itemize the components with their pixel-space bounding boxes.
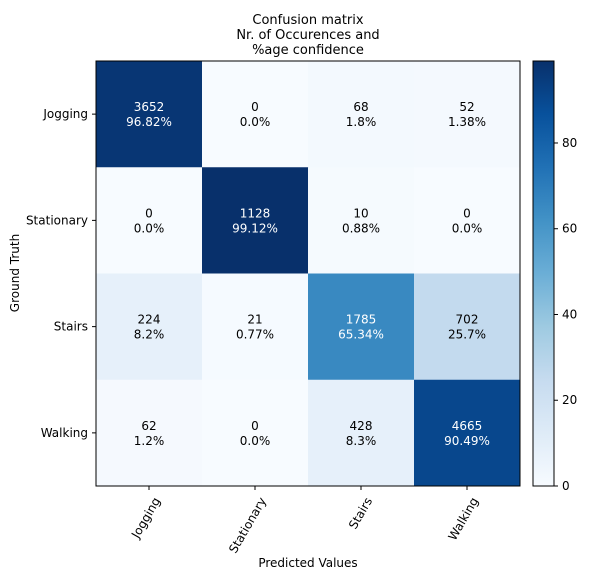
cell-count-label: 62 (141, 419, 156, 433)
heatmap-cell (414, 61, 521, 168)
colorbar (532, 60, 555, 487)
heatmap-cell (308, 167, 415, 274)
y-axis-label: Ground Truth (8, 234, 22, 312)
heatmap-cell (308, 273, 415, 381)
cell-percent-label: 0.0% (240, 434, 271, 448)
colorbar-tick-label: 60 (562, 222, 577, 236)
cell-count-label: 21 (247, 313, 262, 327)
heatmap-cell (96, 379, 203, 487)
cell-percent-label: 65.34% (338, 328, 384, 342)
cell-count-label: 428 (350, 419, 373, 433)
cell-count-label: 0 (145, 206, 153, 220)
cell-count-label: 702 (456, 313, 479, 327)
heatmap-cell (308, 379, 415, 487)
heatmap-cell (414, 379, 521, 487)
colorbar-tick-label: 40 (562, 307, 577, 321)
cell-count-label: 0 (251, 100, 259, 114)
x-axis-ticks: Jogging Stationary Stairs Walking (128, 486, 481, 556)
cell-percent-label: 0.0% (452, 221, 483, 235)
cell-percent-label: 0.88% (342, 221, 380, 235)
heatmap-cell (96, 273, 203, 381)
heatmap-cell (202, 273, 309, 381)
cell-count-label: 224 (138, 313, 161, 327)
heatmap-cell (308, 61, 415, 168)
colorbar-tick-label: 0 (562, 479, 570, 493)
x-tick-label: Walking (445, 495, 481, 543)
cell-percent-label: 1.8% (346, 115, 377, 129)
cell-percent-label: 1.2% (134, 434, 165, 448)
plot-frame (95, 60, 521, 487)
y-axis-ticks: Jogging Stationary Stairs Walking (26, 107, 96, 440)
cell-percent-label: 8.3% (346, 434, 377, 448)
cell-percent-label: 0.0% (240, 115, 271, 129)
y-tick-label: Stairs (54, 320, 88, 334)
cell-percent-label: 1.38% (448, 115, 486, 129)
heatmap-cell (202, 167, 309, 274)
cell-count-label: 52 (459, 100, 474, 114)
cell-percent-label: 0.0% (134, 221, 165, 235)
x-tick-label: Jogging (128, 495, 163, 542)
x-axis-label: Predicted Values (258, 556, 357, 570)
colorbar-tick-label: 80 (562, 136, 577, 150)
cell-percent-label: 8.2% (134, 328, 165, 342)
cell-percent-label: 25.7% (448, 328, 486, 342)
cell-count-label: 0 (251, 419, 259, 433)
title-line-2: Nr. of Occurences and (236, 28, 379, 43)
cell-labels: 365296.82%00.0%681.8%521.38%00.0%112899.… (126, 100, 490, 448)
heatmap-cell (414, 167, 521, 274)
cell-count-label: 1785 (346, 313, 377, 327)
cell-percent-label: 96.82% (126, 115, 172, 129)
heatmap-cell (96, 167, 203, 274)
title-line-1: Confusion matrix (252, 13, 363, 28)
cell-percent-label: 99.12% (232, 221, 278, 235)
heatmap-cell (202, 61, 309, 168)
y-tick-label: Jogging (42, 107, 88, 121)
heatmap-cells (96, 61, 521, 487)
chart-title: Confusion matrix Nr. of Occurences and %… (236, 13, 379, 58)
cell-percent-label: 0.77% (236, 328, 274, 342)
heatmap-cell (414, 273, 521, 381)
x-tick-label: Stationary (226, 495, 269, 556)
cell-count-label: 68 (353, 100, 368, 114)
cell-count-label: 10 (353, 206, 368, 220)
cell-count-label: 1128 (240, 206, 271, 220)
y-tick-label: Stationary (26, 213, 88, 227)
cell-count-label: 0 (463, 206, 471, 220)
heatmap-cell (202, 379, 309, 487)
colorbar-tick-label: 20 (562, 393, 577, 407)
colorbar-ticks: 0 20 40 60 80 (554, 136, 577, 493)
heatmap-cell (96, 61, 203, 168)
cell-count-label: 4665 (452, 419, 483, 433)
y-tick-label: Walking (41, 426, 88, 440)
title-line-3: %age confidence (252, 43, 364, 58)
cell-percent-label: 90.49% (444, 434, 490, 448)
x-tick-label: Stairs (346, 495, 375, 532)
cell-count-label: 3652 (134, 100, 165, 114)
